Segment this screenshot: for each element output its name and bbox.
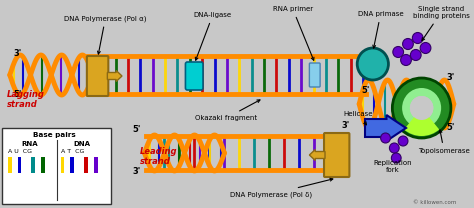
Bar [18,157,21,173]
Text: Lagging
strand: Lagging strand [7,90,45,109]
Circle shape [420,42,431,53]
Text: Single strand
binding proteins: Single strand binding proteins [413,6,470,41]
FancyArrow shape [107,71,122,82]
FancyBboxPatch shape [87,56,109,96]
Text: © killowen.com: © killowen.com [413,200,457,205]
Text: Replication
fork: Replication fork [373,160,411,173]
Circle shape [402,88,441,128]
Circle shape [393,47,403,57]
Text: DNA Polymerase (Pol α): DNA Polymerase (Pol α) [64,15,146,54]
Text: A U  CG: A U CG [8,149,32,154]
FancyBboxPatch shape [310,63,320,87]
Bar [31,157,35,173]
Circle shape [410,96,433,120]
Bar [8,157,12,173]
Text: Helicase: Helicase [344,111,373,125]
Circle shape [410,96,433,120]
Circle shape [398,136,408,146]
Bar [84,157,88,173]
Bar [2,128,111,204]
Bar [94,157,98,173]
Circle shape [390,143,399,153]
Text: Base pairs: Base pairs [33,132,76,138]
Text: RNA primer: RNA primer [273,6,314,60]
Bar [41,157,45,173]
Circle shape [410,50,421,61]
Text: A T  CG: A T CG [61,149,84,154]
Text: 5': 5' [446,123,455,132]
FancyBboxPatch shape [185,62,203,90]
Text: DNA: DNA [73,141,91,147]
Circle shape [392,78,451,138]
Text: 5': 5' [133,125,141,134]
Text: Okazaki fragment: Okazaki fragment [195,100,260,121]
Bar [70,157,74,173]
Circle shape [412,32,423,43]
Circle shape [392,153,401,163]
FancyArrow shape [365,115,406,141]
Bar [61,157,64,173]
FancyBboxPatch shape [324,133,349,177]
Circle shape [402,38,413,50]
Text: 5': 5' [361,86,370,95]
Text: 3': 3' [14,49,22,58]
Text: 3': 3' [342,121,350,130]
Text: DNA primase: DNA primase [358,11,403,48]
FancyArrow shape [310,150,325,161]
Text: 3': 3' [133,167,141,176]
Text: 5': 5' [14,90,22,99]
Wedge shape [404,108,439,136]
Circle shape [401,54,411,66]
Text: DNA-ligase: DNA-ligase [194,12,232,60]
Circle shape [381,133,391,143]
Text: DNA Polymerase (Pol δ): DNA Polymerase (Pol δ) [230,178,333,198]
Circle shape [357,48,388,80]
Text: RNA: RNA [21,141,37,147]
Text: 3': 3' [446,73,454,82]
Text: Leading
strand: Leading strand [139,147,177,166]
Text: Topoisomerase: Topoisomerase [418,130,470,154]
